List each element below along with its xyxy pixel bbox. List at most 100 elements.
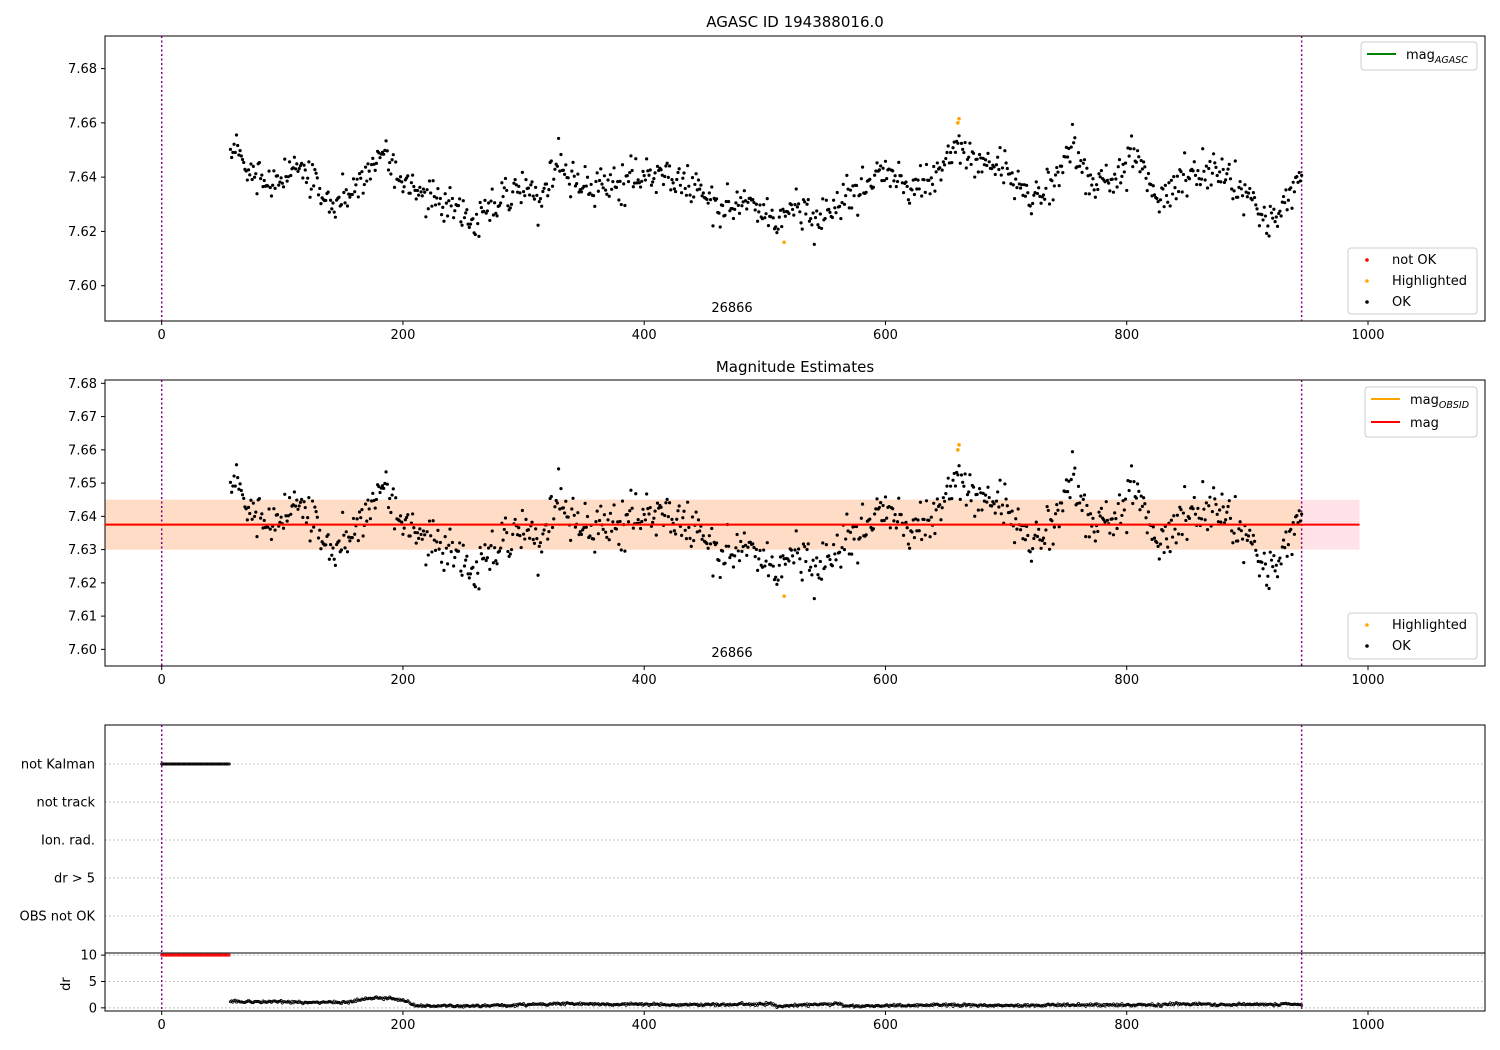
ok-point — [361, 534, 365, 538]
ok-point — [945, 484, 949, 488]
panel1-ytick-label: 7.62 — [68, 225, 97, 240]
ok-point — [409, 181, 413, 185]
ok-point — [760, 565, 765, 569]
panel1-xtick-label: 800 — [1114, 328, 1139, 343]
ok-point — [905, 184, 909, 189]
ok-point — [1274, 215, 1278, 219]
ok-point — [1037, 186, 1041, 190]
ok-point — [686, 500, 690, 504]
ok-point — [664, 164, 668, 168]
ok-point — [654, 533, 658, 537]
ok-point — [1137, 155, 1141, 159]
ok-point — [443, 535, 447, 539]
ok-point — [579, 532, 584, 537]
ok-point — [448, 527, 452, 531]
ok-point — [578, 530, 582, 534]
ok-point — [240, 157, 245, 162]
ok-point — [371, 156, 375, 160]
ok-point — [1268, 204, 1272, 208]
ok-point — [649, 183, 654, 187]
ok-point — [706, 546, 710, 550]
ok-point — [464, 558, 468, 562]
ok-point — [1157, 210, 1161, 214]
ok-point — [1108, 531, 1112, 535]
ok-point — [1150, 194, 1154, 198]
ok-point — [640, 179, 644, 183]
ok-point — [1251, 533, 1255, 537]
ok-point — [260, 512, 264, 516]
ok-point — [242, 496, 246, 500]
ok-point — [356, 539, 360, 543]
ok-point — [1029, 212, 1034, 216]
ok-point — [302, 500, 306, 504]
dr-point — [839, 1002, 843, 1006]
ok-point — [916, 518, 920, 522]
ok-point — [777, 563, 781, 567]
ok-point — [1242, 213, 1246, 217]
ok-point — [606, 178, 610, 182]
ok-point — [420, 537, 424, 541]
ok-point — [250, 517, 254, 521]
ok-point — [1174, 197, 1178, 201]
ok-point — [361, 191, 365, 195]
ok-point — [771, 564, 775, 568]
ok-point — [944, 156, 948, 161]
ok-point — [1003, 149, 1007, 153]
ok-point — [308, 195, 312, 199]
ok-point — [1228, 516, 1233, 520]
panel2-xtick-label: 400 — [632, 673, 657, 688]
ok-point — [986, 485, 990, 489]
ok-point — [922, 517, 926, 522]
ok-point — [911, 178, 915, 182]
ok-point — [845, 512, 849, 516]
ok-point — [671, 181, 675, 185]
ok-point — [1138, 508, 1142, 512]
ok-point — [1239, 187, 1243, 191]
ok-point — [1033, 190, 1037, 195]
ok-point — [261, 185, 265, 189]
ok-point — [1059, 164, 1064, 168]
ok-point — [994, 163, 999, 167]
ok-point — [1290, 552, 1294, 557]
dr-point — [967, 1002, 971, 1006]
dr-point — [1027, 1004, 1031, 1008]
ok-point — [1172, 175, 1176, 179]
ok-point — [1151, 525, 1155, 529]
ok-point — [239, 488, 243, 493]
ok-point — [975, 157, 979, 161]
ok-point — [847, 552, 851, 556]
ok-point — [1008, 172, 1012, 176]
ok-point — [1114, 177, 1118, 181]
ok-point — [885, 516, 889, 520]
ok-point — [369, 163, 374, 167]
ok-point — [606, 518, 610, 522]
ok-point — [835, 533, 839, 537]
ok-point — [1169, 178, 1173, 182]
ok-point — [1281, 538, 1286, 542]
ok-point — [1122, 508, 1126, 512]
ok-point — [1246, 534, 1251, 538]
ok-point — [1097, 172, 1101, 176]
ok-point — [245, 178, 249, 182]
dr-capped-point — [227, 953, 231, 957]
dr-point — [774, 1003, 778, 1007]
ok-point — [1228, 177, 1233, 181]
ok-point — [401, 532, 405, 536]
ok-point — [893, 174, 897, 178]
ok-point — [332, 557, 336, 561]
dr-point — [459, 1004, 463, 1008]
ok-point — [549, 159, 553, 163]
ok-point — [1211, 152, 1216, 156]
ok-point — [394, 496, 398, 500]
ok-point — [1005, 504, 1009, 508]
ok-point — [400, 520, 404, 524]
ok-point — [249, 498, 253, 502]
ok-point — [816, 223, 820, 227]
ok-point — [629, 488, 633, 492]
ok-point — [363, 165, 368, 169]
ok-point — [792, 561, 796, 565]
ok-point — [642, 512, 646, 517]
ok-point — [1047, 202, 1052, 206]
ok-point — [462, 564, 467, 568]
ok-point — [790, 207, 795, 212]
